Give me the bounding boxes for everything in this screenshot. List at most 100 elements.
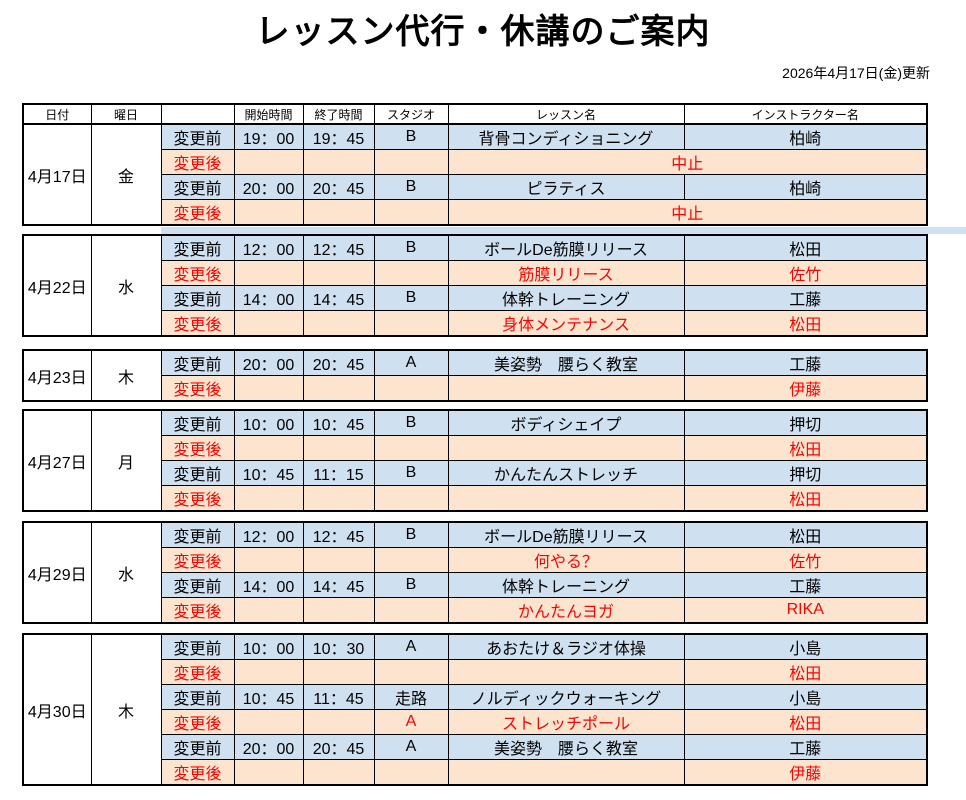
lesson-name-cell: あおたけ＆ラジオ体操 (447, 633, 685, 660)
studio-cell (373, 375, 449, 402)
end-time-cell (302, 435, 375, 461)
schedule-block: 4月29日水変更前 12：00 12：45 B ボールDe筋膜リリース 松田 変更後 何やる？… (22, 521, 928, 624)
start-time-cell: 10：45 (233, 684, 304, 710)
header-date: 日付 (22, 103, 92, 125)
day-cell: 木 (90, 349, 162, 402)
instructor-cell: 押切 (683, 409, 928, 436)
instructor-cell: 柏崎 (683, 174, 928, 200)
studio-cell: B (373, 409, 449, 436)
instructor-cell: RIKA (683, 597, 928, 624)
instructor-cell: 佐竹 (683, 260, 928, 286)
end-time-cell: 10：45 (302, 409, 375, 436)
end-time-cell: 14：45 (302, 285, 375, 311)
schedule-blocks: 4月17日金変更前 19：00 19：45 B 背骨コンディショニング 柏崎 変更後 中止 変更… (0, 123, 966, 786)
header-blank (160, 103, 235, 125)
instructor-cell: 伊藤 (683, 375, 928, 402)
before-change-row: 変更前 10：45 11：15 B かんたんストレッチ 押切 (23, 460, 928, 486)
instructor-cell: 柏崎 (683, 123, 928, 150)
divider-strip (161, 227, 966, 234)
end-time-cell (302, 199, 375, 226)
studio-cell: B (373, 285, 449, 311)
after-change-row: 変更後 伊藤 (23, 375, 928, 402)
lesson-name-cell: ピラティス (447, 174, 685, 200)
end-time-cell (302, 709, 375, 735)
change-label: 変更前 (160, 521, 235, 548)
change-label: 変更前 (160, 572, 235, 598)
studio-cell: A (373, 709, 449, 735)
header-studio: スタジオ (373, 103, 449, 125)
lesson-name-cell: 筋膜リリース (447, 260, 685, 286)
end-time-cell (302, 597, 375, 624)
after-change-row: 変更後 中止 (23, 199, 928, 226)
lesson-name-cell: 体幹トレーニング (447, 285, 685, 311)
end-time-cell: 10：30 (302, 633, 375, 660)
end-time-cell: 20：45 (302, 349, 375, 376)
lesson-name-cell (447, 485, 685, 512)
lesson-name-cell (447, 435, 685, 461)
updated-date: 2026年4月17日(金)更新 (782, 65, 930, 81)
studio-cell (373, 659, 449, 685)
end-time-cell (302, 485, 375, 512)
start-time-cell: 14：00 (233, 285, 304, 311)
studio-cell (373, 547, 449, 573)
date-cell: 4月30日 (22, 633, 92, 786)
lesson-name-cell: 何やる？ (447, 547, 685, 573)
header-row: 日付 曜日 開始時間 終了時間 スタジオ レッスン名 インストラクター名 (22, 103, 928, 125)
instructor-cell: 伊藤 (683, 759, 928, 786)
lesson-name-cell: ボールDe筋膜リリース (447, 521, 685, 548)
end-time-cell: 19：45 (302, 123, 375, 150)
day-cell: 水 (90, 234, 162, 337)
start-time-cell (233, 547, 304, 573)
header-lesson-name: レッスン名 (447, 103, 685, 125)
instructor-cell: 松田 (683, 485, 928, 512)
change-label: 変更後 (160, 310, 235, 337)
studio-cell: B (373, 572, 449, 598)
day-cell: 水 (90, 521, 162, 624)
instructor-cell: 松田 (683, 435, 928, 461)
change-label: 変更前 (160, 174, 235, 200)
studio-cell: B (373, 460, 449, 486)
change-label: 変更後 (160, 260, 235, 286)
end-time-cell: 11：15 (302, 460, 375, 486)
studio-cell (373, 759, 449, 786)
change-label: 変更前 (160, 285, 235, 311)
start-time-cell (233, 659, 304, 685)
instructor-cell: 押切 (683, 460, 928, 486)
end-time-cell (302, 547, 375, 573)
schedule-block: 4月30日木変更前 10：00 10：30 A あおたけ＆ラジオ体操 小島 変更後 松田 変更前… (22, 633, 928, 786)
studio-cell: B (373, 123, 449, 150)
after-change-row: 変更後 中止 (23, 149, 928, 175)
before-change-row: 変更前 20：00 20：45 A 美姿勢 腰らく教室 工藤 (23, 734, 928, 760)
before-change-row: 変更前 14：00 14：45 B 体幹トレーニング 工藤 (23, 572, 928, 598)
instructor-cell: 工藤 (683, 572, 928, 598)
date-cell: 4月17日 (22, 123, 92, 226)
start-time-cell (233, 149, 304, 175)
lesson-name-cell: 美姿勢 腰らく教室 (447, 349, 685, 376)
instructor-cell: 松田 (683, 521, 928, 548)
lesson-name-cell: ストレッチポール (447, 709, 685, 735)
change-label: 変更前 (160, 734, 235, 760)
lesson-name-cell: ボールDe筋膜リリース (447, 234, 685, 261)
before-change-row: 変更前 14：00 14：45 B 体幹トレーニング 工藤 (23, 285, 928, 311)
change-label: 変更後 (160, 759, 235, 786)
lesson-name-cell (447, 759, 685, 786)
studio-cell (373, 260, 449, 286)
before-change-row: 4月27日月変更前 10：00 10：45 B ボディシェイプ 押切 (22, 409, 928, 512)
change-label: 変更前 (160, 349, 235, 376)
end-time-cell (302, 310, 375, 337)
studio-cell (373, 435, 449, 461)
change-label: 変更前 (160, 234, 235, 261)
start-time-cell: 10：00 (233, 633, 304, 660)
lesson-name-cell: 背骨コンディショニング (447, 123, 685, 150)
change-label: 変更前 (160, 684, 235, 710)
date-cell: 4月22日 (22, 234, 92, 337)
date-cell: 4月27日 (22, 409, 92, 512)
schedule-block: 4月23日木変更前 20：00 20：45 A 美姿勢 腰らく教室 工藤 変更後 伊藤 (22, 349, 928, 402)
studio-cell: B (373, 521, 449, 548)
header-instructor-name: インストラクター名 (683, 103, 928, 125)
change-label: 変更後 (160, 375, 235, 402)
change-label: 変更後 (160, 547, 235, 573)
after-change-row: 変更後 松田 (23, 485, 928, 512)
end-time-cell: 12：45 (302, 521, 375, 548)
column-header-row: 日付 曜日 開始時間 終了時間 スタジオ レッスン名 インストラクター名 (22, 103, 928, 125)
